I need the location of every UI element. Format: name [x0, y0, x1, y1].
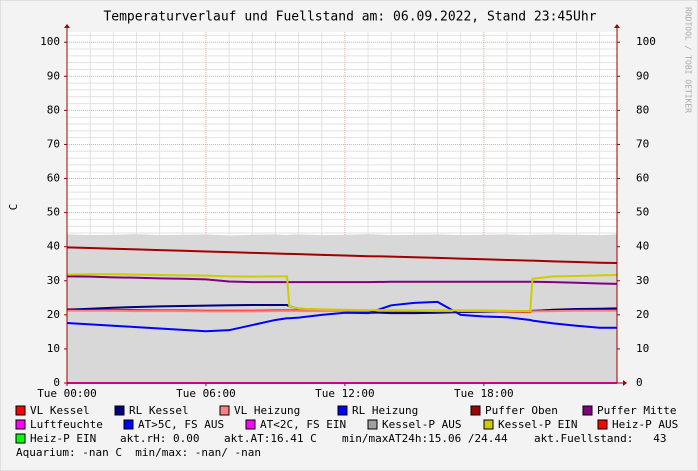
x-tick-label: Tue 18:00	[454, 387, 514, 400]
legend-label: Puffer Oben	[485, 404, 558, 417]
status-text: akt.AT:16.41 C	[224, 432, 317, 445]
y-axis-arrow	[64, 24, 70, 28]
line	[66, 273, 618, 313]
legend-swatch	[582, 405, 593, 416]
y-tick-label: 40	[47, 240, 60, 253]
status-text: Aquarium: -nan C min/max: -nan/ -nan	[16, 446, 261, 459]
y2-axis-arrow	[614, 24, 620, 28]
y-tick-label: 70	[47, 137, 60, 150]
y2-tick-label: 80	[636, 103, 649, 116]
y2-tick-label: 70	[636, 137, 649, 150]
line	[67, 309, 617, 313]
legend-label: AT<2C, FS EIN	[260, 418, 346, 431]
legend-swatch	[15, 419, 26, 430]
x-axis-arrow	[623, 380, 627, 386]
legend-swatch	[470, 405, 481, 416]
y-tick-label: 50	[47, 206, 60, 219]
status-text: akt.rH: 0.00	[120, 432, 199, 445]
marks	[66, 234, 618, 384]
y-tick-label: 10	[47, 342, 60, 355]
legend-swatch	[367, 419, 378, 430]
legend-label: RL Heizung	[352, 404, 418, 417]
line	[66, 246, 618, 265]
y-tick-label: 80	[47, 103, 60, 116]
legend-label: Heiz-P AUS	[612, 418, 678, 431]
legend-label: VL Kessel	[30, 404, 90, 417]
legend-label: VL Heizung	[234, 404, 300, 417]
legend-label: Luftfeuchte	[30, 418, 103, 431]
legend-swatch	[483, 419, 494, 430]
status-text: min/maxAT24h:15.06 /24.44	[342, 432, 508, 445]
y2-tick-label: 100	[636, 35, 656, 48]
x-tick-label: Tue 06:00	[176, 387, 236, 400]
y-tick-label: 20	[47, 308, 60, 321]
y2-tick-label: 90	[636, 69, 649, 82]
legend-label: Kessel-P AUS	[382, 418, 461, 431]
area	[67, 234, 617, 383]
legend-label: Heiz-P EIN	[30, 432, 96, 445]
legend-swatch	[123, 419, 134, 430]
legend-swatch	[337, 405, 348, 416]
legend-label: AT>5C, FS AUS	[138, 418, 224, 431]
legend-swatch	[219, 405, 230, 416]
y2-tick-label: 20	[636, 308, 649, 321]
legend-swatch	[15, 405, 26, 416]
legend-label: RL Kessel	[129, 404, 189, 417]
status-text: akt.Fuellstand: 43	[534, 432, 666, 445]
x-tick-label: Tue 00:00	[37, 387, 97, 400]
y2-tick-label: 60	[636, 172, 649, 185]
legend-swatch	[114, 405, 125, 416]
legend-swatch	[597, 419, 608, 430]
legend-label: Kessel-P EIN	[498, 418, 577, 431]
y-axis-label: C	[7, 204, 20, 211]
chart-title: Temperaturverlauf und Fuellstand am: 06.…	[103, 10, 596, 25]
axes: 0 0 10 10 20 20 30 30 40 40 50 50 60 60 70 70 80 80 90 90 10…	[37, 24, 656, 400]
legend-label: Puffer Mitte	[597, 404, 676, 417]
y-tick-label: 100	[40, 35, 60, 48]
y2-tick-label: 30	[636, 274, 649, 287]
x-tick-label: Tue 12:00	[315, 387, 375, 400]
y-tick-label: 0	[53, 376, 60, 389]
legend-swatch	[15, 433, 26, 444]
y2-tick-label: 0	[636, 376, 643, 389]
y2-tick-label: 40	[636, 240, 649, 253]
y2-tick-label: 10	[636, 342, 649, 355]
y-tick-label: 90	[47, 69, 60, 82]
y-tick-label: 30	[47, 274, 60, 287]
y2-tick-label: 50	[636, 206, 649, 219]
watermark: RRDTOOL / TOBI OETIKER	[684, 7, 693, 113]
y-tick-label: 60	[47, 172, 60, 185]
legend-swatch	[245, 419, 256, 430]
line	[66, 300, 617, 333]
